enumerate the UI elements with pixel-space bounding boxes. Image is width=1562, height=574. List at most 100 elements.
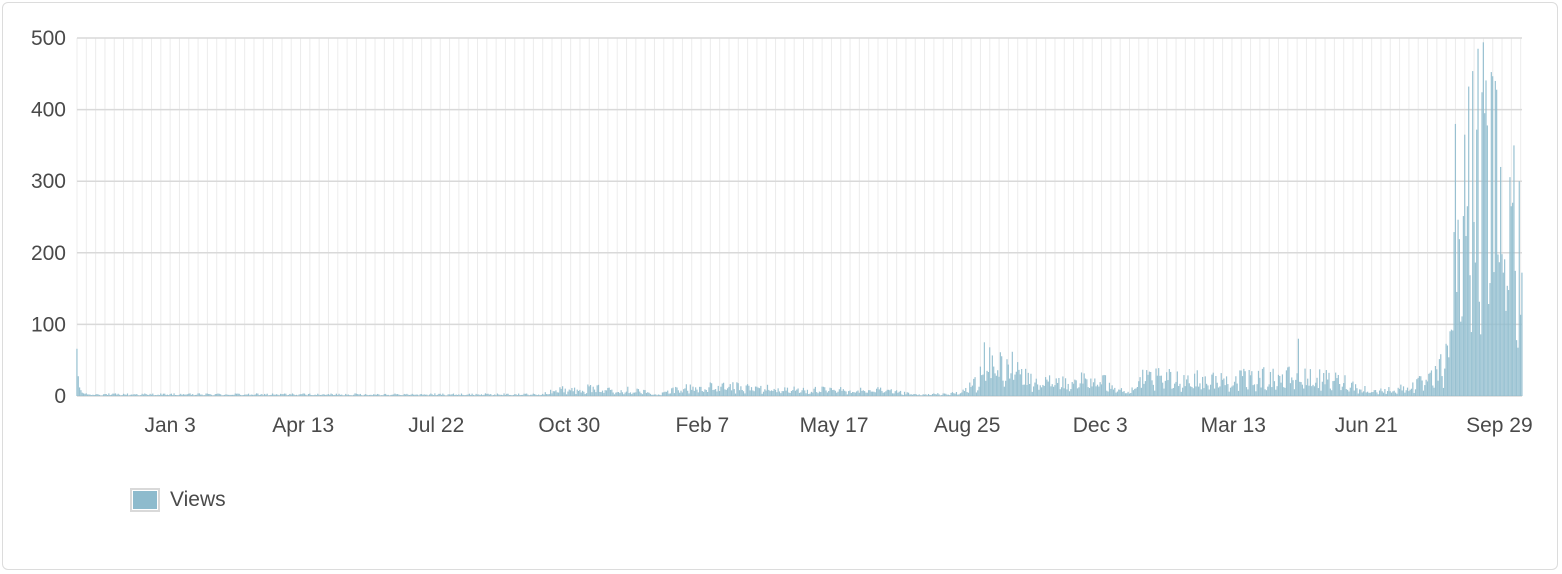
views-bar xyxy=(243,394,246,396)
views-bar xyxy=(816,392,818,396)
views-bar xyxy=(427,395,429,396)
views-bar xyxy=(113,393,115,396)
views-bar xyxy=(236,393,238,396)
views-bar xyxy=(1301,384,1303,396)
views-bar xyxy=(856,391,858,396)
views-bar xyxy=(720,386,722,396)
views-bar xyxy=(386,394,388,396)
views-bar xyxy=(665,391,667,396)
views-bar xyxy=(1083,373,1085,396)
views-bar xyxy=(108,393,110,396)
views-bar xyxy=(949,395,951,396)
views-bar xyxy=(1289,383,1292,396)
views-bar xyxy=(742,391,745,396)
views-bar xyxy=(346,394,348,396)
views-bar xyxy=(1060,387,1063,396)
views-bar xyxy=(671,388,673,396)
views-bar xyxy=(225,394,227,396)
views-bar xyxy=(881,390,883,396)
views-bar xyxy=(440,394,443,396)
views-bar xyxy=(790,391,793,396)
views-bar xyxy=(456,394,459,396)
views-bar xyxy=(969,382,971,396)
views-bar xyxy=(559,387,561,396)
views-bar xyxy=(643,389,645,396)
views-bar xyxy=(1323,373,1325,396)
views-bar xyxy=(265,394,267,396)
views-bar xyxy=(774,389,777,396)
views-bar xyxy=(592,386,594,396)
views-bar xyxy=(1498,262,1500,396)
views-bar xyxy=(1460,321,1462,396)
views-bar xyxy=(1148,371,1150,396)
views-bar xyxy=(695,387,697,396)
views-bar xyxy=(79,387,81,396)
views-bar xyxy=(893,393,895,396)
views-bar xyxy=(1054,385,1056,396)
views-bar xyxy=(581,390,584,396)
views-bar xyxy=(600,392,602,396)
views-bar xyxy=(1038,389,1040,396)
views-bar xyxy=(1107,391,1109,396)
views-bar xyxy=(331,394,333,396)
views-bar xyxy=(463,395,465,396)
views-bar xyxy=(1337,374,1339,396)
views-bar xyxy=(975,392,977,396)
views-bar xyxy=(910,394,912,396)
views-bar xyxy=(909,394,911,396)
views-bar xyxy=(234,393,236,396)
views-bar xyxy=(121,395,123,396)
views-bar xyxy=(1400,384,1402,396)
views-bar xyxy=(1063,388,1065,396)
views-bar xyxy=(1456,291,1458,396)
views-bar xyxy=(1106,390,1108,396)
views-bar xyxy=(281,394,283,396)
views-bar xyxy=(1413,392,1415,396)
views-bar xyxy=(317,393,319,396)
views-bar xyxy=(266,393,268,396)
views-bar xyxy=(1361,392,1363,396)
views-bar xyxy=(813,388,815,396)
views-bar xyxy=(999,352,1001,396)
views-bar xyxy=(1247,389,1249,396)
views-bar xyxy=(146,394,149,396)
views-bar xyxy=(1174,383,1176,396)
views-bar xyxy=(688,393,690,396)
views-bar xyxy=(76,348,78,396)
views-bar xyxy=(1417,377,1419,396)
views-bar xyxy=(1370,392,1373,396)
views-bar xyxy=(927,393,930,396)
views-bar xyxy=(1251,371,1253,396)
views-bar xyxy=(1111,385,1113,396)
views-bar xyxy=(572,391,574,396)
views-bar xyxy=(318,394,320,396)
views-bar xyxy=(862,390,864,396)
views-bar xyxy=(707,391,709,396)
views-bar xyxy=(149,393,151,396)
views-bar xyxy=(954,393,956,396)
views-bar xyxy=(911,394,914,396)
views-bar xyxy=(319,394,322,396)
views-bar xyxy=(796,389,798,396)
views-bar xyxy=(1520,314,1522,396)
views-bar xyxy=(1011,351,1013,396)
views-bar xyxy=(150,394,153,396)
views-bar xyxy=(921,395,923,396)
views-bar xyxy=(397,394,399,396)
views-bar xyxy=(210,394,212,396)
views-bar xyxy=(705,389,707,396)
views-bar xyxy=(981,375,983,396)
views-bar xyxy=(382,395,384,396)
views-bar xyxy=(1180,391,1182,396)
views-bar xyxy=(994,373,996,396)
views-bar xyxy=(1347,389,1349,396)
views-bar xyxy=(1170,371,1172,396)
views-bar xyxy=(1078,387,1080,396)
views-bar xyxy=(1457,219,1459,396)
views-bar xyxy=(84,393,86,396)
views-bar xyxy=(715,389,717,396)
views-bar xyxy=(965,387,967,396)
views-bar xyxy=(154,395,157,396)
views-bar xyxy=(1152,384,1154,396)
